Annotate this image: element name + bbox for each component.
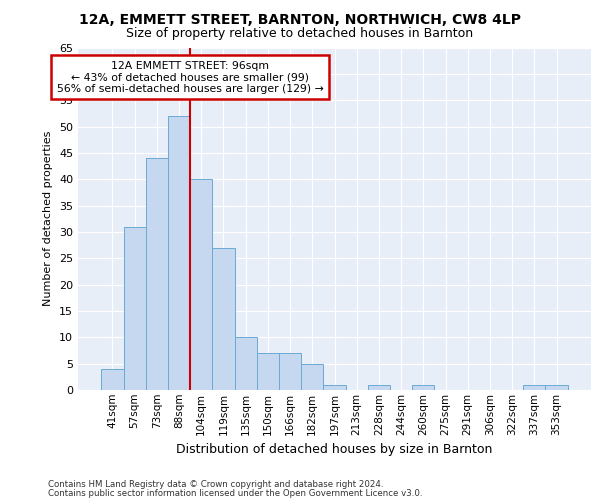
Bar xyxy=(168,116,190,390)
Y-axis label: Number of detached properties: Number of detached properties xyxy=(43,131,53,306)
Bar xyxy=(523,384,545,390)
X-axis label: Distribution of detached houses by size in Barnton: Distribution of detached houses by size … xyxy=(176,443,493,456)
Bar xyxy=(235,338,257,390)
Bar xyxy=(257,353,279,390)
Bar xyxy=(101,369,124,390)
Text: Contains HM Land Registry data © Crown copyright and database right 2024.: Contains HM Land Registry data © Crown c… xyxy=(48,480,383,489)
Bar xyxy=(545,384,568,390)
Bar xyxy=(146,158,168,390)
Text: Contains public sector information licensed under the Open Government Licence v3: Contains public sector information licen… xyxy=(48,488,422,498)
Text: 12A, EMMETT STREET, BARNTON, NORTHWICH, CW8 4LP: 12A, EMMETT STREET, BARNTON, NORTHWICH, … xyxy=(79,12,521,26)
Text: 12A EMMETT STREET: 96sqm
← 43% of detached houses are smaller (99)
56% of semi-d: 12A EMMETT STREET: 96sqm ← 43% of detach… xyxy=(57,60,323,94)
Bar xyxy=(301,364,323,390)
Bar xyxy=(279,353,301,390)
Bar xyxy=(124,226,146,390)
Bar xyxy=(212,248,235,390)
Bar xyxy=(190,179,212,390)
Bar xyxy=(368,384,390,390)
Bar xyxy=(323,384,346,390)
Text: Size of property relative to detached houses in Barnton: Size of property relative to detached ho… xyxy=(127,28,473,40)
Bar xyxy=(412,384,434,390)
